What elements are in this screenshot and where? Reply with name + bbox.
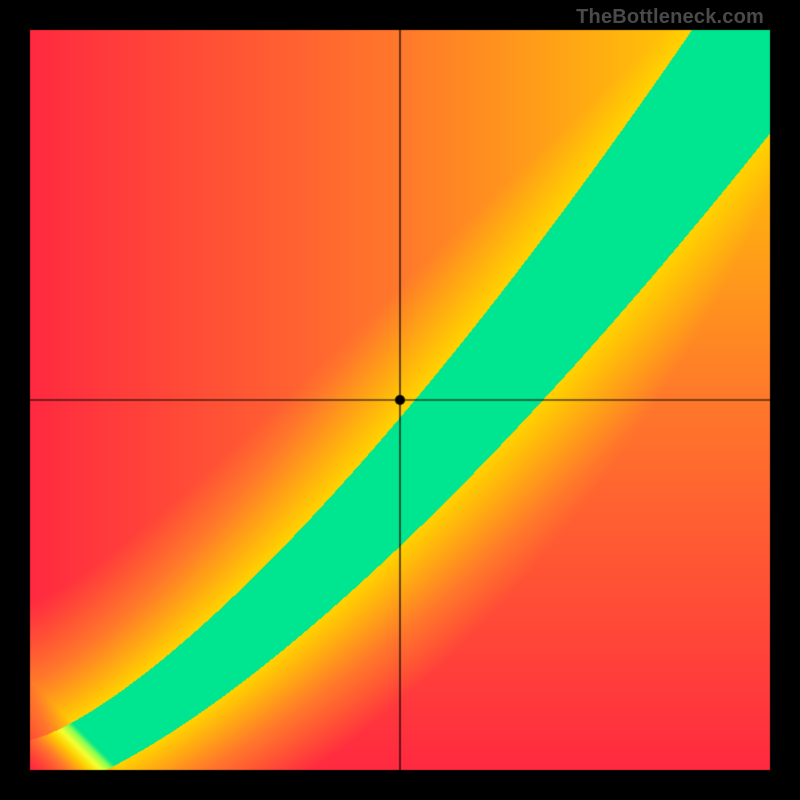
heatmap-canvas bbox=[0, 0, 800, 800]
watermark-text: TheBottleneck.com bbox=[576, 6, 764, 29]
chart-container: TheBottleneck.com bbox=[0, 0, 800, 800]
